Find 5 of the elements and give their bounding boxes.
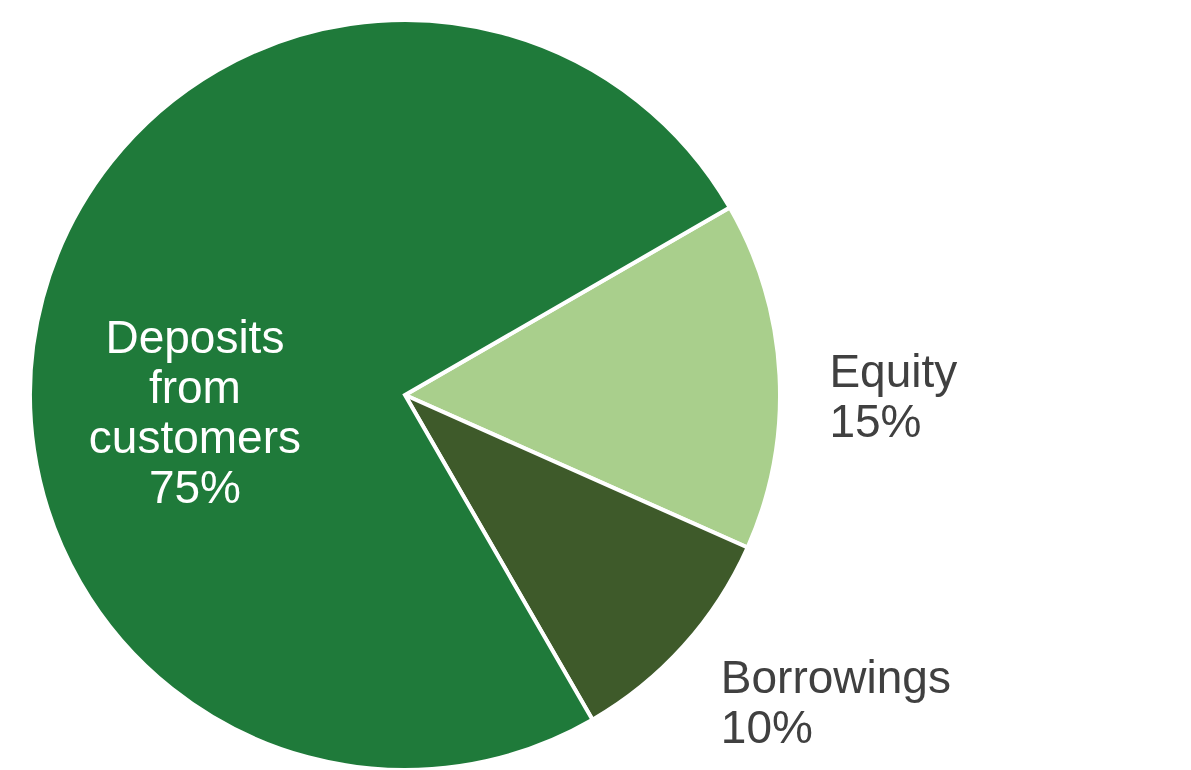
slice-label: Deposits from customers (88, 310, 301, 463)
slice-label: Equity (829, 344, 958, 397)
slice-label: Borrowings (720, 651, 951, 704)
data-label: 75% (148, 460, 241, 513)
data-label: 10% (720, 701, 813, 754)
